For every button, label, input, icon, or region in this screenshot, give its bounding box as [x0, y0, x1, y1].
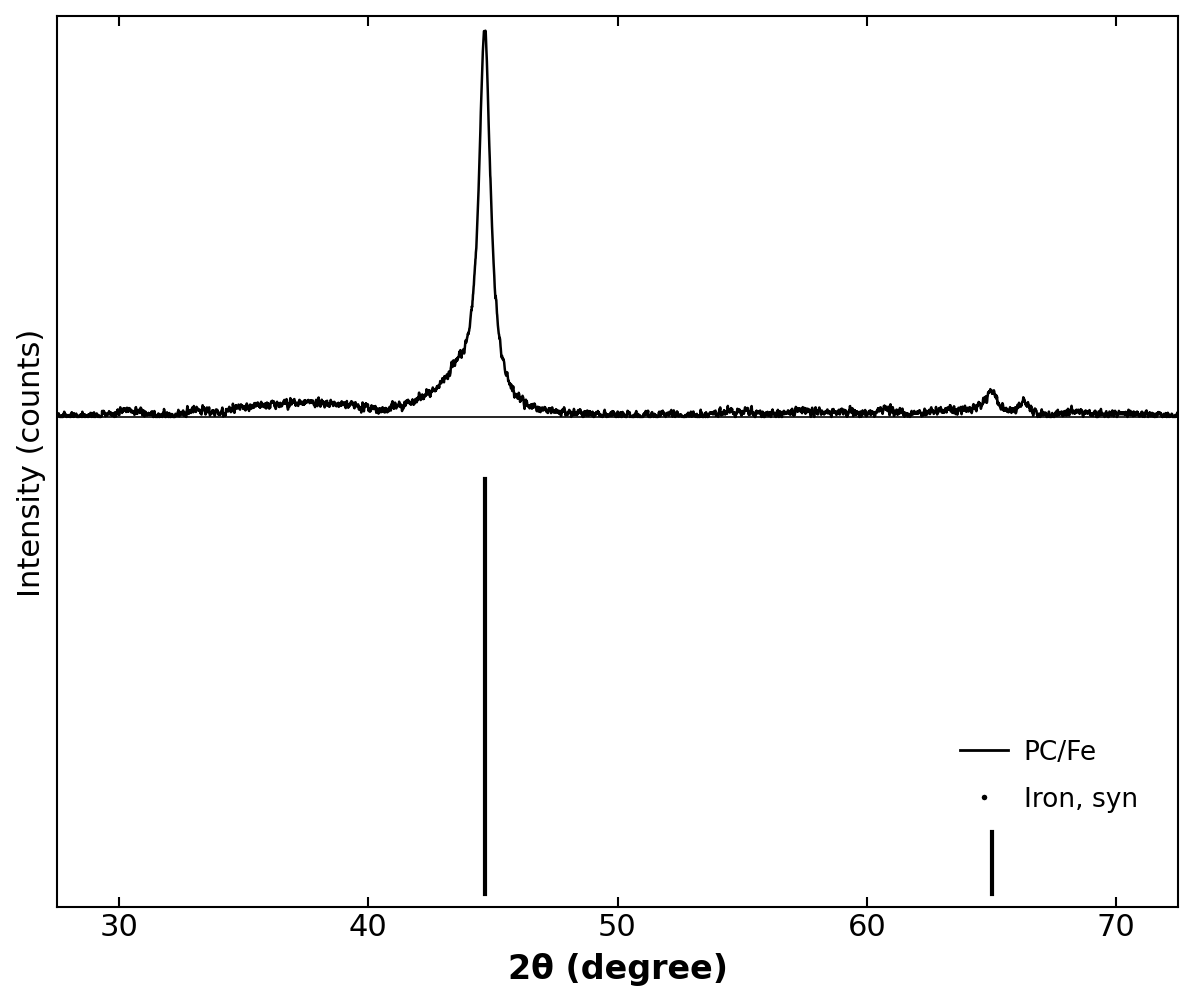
Y-axis label: Intensity (counts): Intensity (counts) [17, 328, 45, 596]
PC/Fe [50, 412, 65, 424]
PC/Fe [779, 408, 793, 420]
PC/Fe [478, 26, 492, 38]
PC/Fe [972, 397, 986, 409]
PC/Fe [887, 410, 901, 422]
PC/Fe [723, 407, 737, 419]
PC/Fe [253, 400, 268, 412]
PC/Fe [1171, 409, 1185, 421]
Legend: PC/Fe, Iron, syn: PC/Fe, Iron, syn [950, 728, 1148, 823]
PC/Fe [478, 26, 492, 38]
Line: PC/Fe: PC/Fe [57, 32, 1178, 418]
X-axis label: 2θ (degree): 2θ (degree) [508, 952, 728, 985]
